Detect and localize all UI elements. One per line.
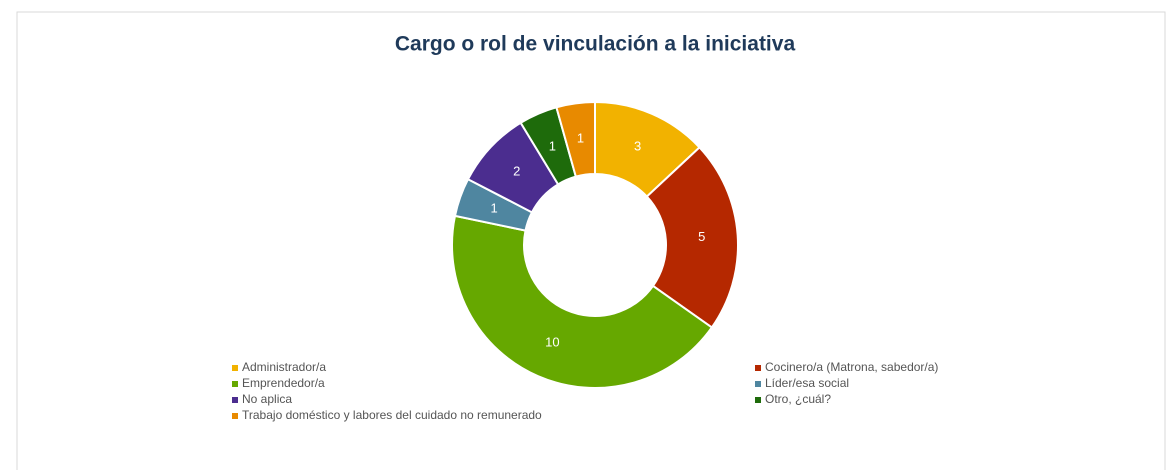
chart-frame xyxy=(16,11,1166,475)
legend-label: No aplica xyxy=(242,392,292,406)
legend-label: Trabajo doméstico y labores del cuidado … xyxy=(242,408,542,422)
data-label: 3 xyxy=(634,138,641,153)
legend-label: Otro, ¿cuál? xyxy=(765,392,831,406)
legend-label: Emprendedor/a xyxy=(242,376,325,390)
data-label: 1 xyxy=(491,201,498,216)
data-label: 1 xyxy=(577,130,584,145)
data-label: 2 xyxy=(513,163,520,178)
legend-swatch xyxy=(232,381,238,387)
legend-swatch xyxy=(232,365,238,371)
donut-segment xyxy=(645,145,739,329)
donut-segment xyxy=(451,214,714,389)
legend-swatch xyxy=(232,397,238,403)
donut-segment xyxy=(555,100,596,178)
legend-swatch xyxy=(755,381,761,387)
legend-swatch xyxy=(232,413,238,419)
legend-label: Administrador/a xyxy=(242,360,326,374)
legend-label: Líder/esa social xyxy=(765,376,849,390)
legend-swatch xyxy=(755,365,761,371)
data-label: 5 xyxy=(698,229,705,244)
data-label: 1 xyxy=(549,138,556,153)
legend-label: Cocinero/a (Matrona, sabedor/a) xyxy=(765,360,938,374)
legend-swatch xyxy=(755,397,761,403)
chart-title: Cargo o rol de vinculación a la iniciati… xyxy=(395,33,796,56)
data-label: 10 xyxy=(545,335,559,350)
